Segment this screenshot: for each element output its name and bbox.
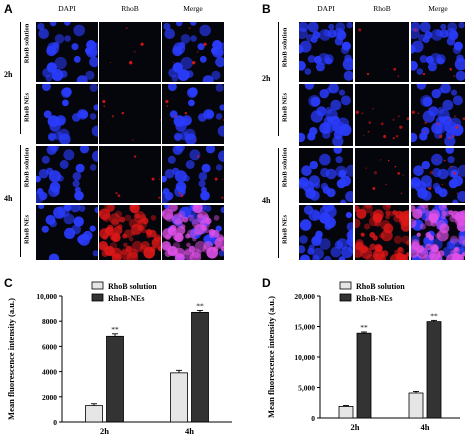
panel-a-row-label-nes-4h: RhoB NEs [23, 214, 31, 244]
chart-d-xtick-label-0: 2h [351, 422, 360, 432]
panel-a-image-r2-merge [162, 84, 224, 144]
panel-a-time-4h: 4h [4, 194, 13, 203]
chart-d-significance-0: ** [360, 323, 368, 332]
chart-d-legend-swatch-0 [339, 281, 352, 290]
chart-d-ylabel: Mean fluorescence intensity (a.u.) [266, 296, 276, 418]
panel-a-image-r2-rhob [99, 84, 161, 144]
panel-b-image-r1-dapi [299, 22, 353, 82]
chart-c-xtick-label-1: 4h [185, 426, 194, 436]
panel-b-image-r1-rhob [355, 22, 409, 82]
chart-d-bar-rhob-nes-4h [426, 321, 442, 419]
bar-chart-d: Mean fluorescence intensity (a.u.) 0 5,000… [262, 272, 474, 442]
chart-c-significance-1: ** [196, 301, 204, 310]
panel-b-time-4h: 4h [262, 196, 271, 205]
chart-d-ytick-label-1: 5,000 [298, 384, 315, 393]
panel-b-col-dapi: DAPI [317, 4, 335, 13]
panel-a-image-r4-dapi [36, 205, 98, 260]
chart-c-legend-swatch-0 [91, 281, 104, 290]
panel-b-row-label-nes-4h: RhoB NEs [281, 214, 289, 244]
panel-b-image-r3-merge [411, 148, 465, 203]
panel-b-image-r3-rhob [355, 148, 409, 203]
chart-c-bar-rhob-nes-2h [106, 335, 124, 423]
chart-d-ytick-label-4: 20,000 [294, 292, 315, 301]
panel-b-image-r3-dapi [299, 148, 353, 203]
chart-d-ytick-label-3: 15,000 [294, 323, 315, 332]
panel-b-col-merge: Merge [428, 4, 448, 13]
panel-a-image-r4-rhob [99, 205, 161, 260]
chart-c-bar-rhob-nes-4h [191, 311, 209, 423]
panel-a-bracket-4h [20, 145, 21, 257]
chart-d-ytick-label-0: 0 [311, 414, 315, 423]
panel-b-image-r4-dapi [299, 205, 353, 260]
chart-d-xtick-label-1: 4h [421, 422, 430, 432]
panel-a-image-r1-rhob [99, 22, 161, 82]
panel-a-time-2h: 2h [4, 70, 13, 79]
chart-d-legend-label-1: RhoB-NEs [356, 294, 392, 303]
panel-b-image-r2-rhob [355, 84, 409, 146]
panel-b-image-r1-merge [411, 22, 465, 82]
chart-d-significance-1: ** [430, 311, 438, 320]
panel-a-image-r3-dapi [36, 146, 98, 203]
panel-a-bracket-2h [20, 22, 21, 134]
chart-c-legend-label-1: RhoB-NEs [108, 294, 144, 303]
chart-c-bar-rhob-solution-4h [170, 372, 188, 423]
panel-b-col-rhob: RhoB [373, 4, 391, 13]
chart-d-bar-rhob-nes-2h [356, 332, 372, 419]
panel-a-row-label-nes-2h: RhoB NEs [23, 92, 31, 122]
panel-letter-b: B [262, 2, 271, 16]
chart-c-ytick-label-2: 4000 [42, 368, 57, 377]
chart-c-ytick-label-3: 6000 [42, 342, 57, 351]
panel-b-bracket-4h [278, 148, 279, 258]
chart-d-legend-swatch-1 [339, 293, 352, 302]
panel-b-image-r4-rhob [355, 205, 409, 260]
chart-d-bar-rhob-solution-4h [408, 392, 424, 419]
panel-letter-d: D [262, 276, 271, 290]
panel-b-row-label-solution-4h: RhoB solution [281, 147, 289, 188]
chart-d-bar-rhob-solution-2h [338, 406, 354, 419]
panel-b-image-r4-merge [411, 205, 465, 260]
chart-c-ytick-label-5: 10,000 [36, 292, 57, 301]
panel-letter-c: C [4, 276, 13, 290]
panel-a-image-r1-dapi [36, 22, 98, 82]
chart-c-ytick-label-0: 0 [53, 418, 57, 427]
panel-a-col-merge: Merge [183, 4, 203, 13]
panel-a-image-r4-merge [162, 205, 224, 260]
panel-letter-a: A [4, 2, 13, 16]
chart-c-ytick-label-1: 2000 [42, 393, 57, 402]
chart-c-ylabel: Mean fluorescence intensity (a.u.) [6, 298, 16, 420]
chart-d-ytick-label-2: 10,000 [294, 353, 315, 362]
chart-c-xtick-label-0: 2h [100, 426, 109, 436]
panel-a-image-r1-merge [162, 22, 224, 82]
panel-b-bracket-2h [278, 22, 279, 136]
chart-c-significance-0: ** [111, 325, 119, 334]
panel-a-image-r2-dapi [36, 84, 98, 144]
chart-c-bar-rhob-solution-2h [85, 405, 103, 423]
chart-c-legend-label-0: RhoB solution [108, 282, 157, 291]
panel-a-row-label-solution-4h: RhoB solution [23, 147, 31, 188]
panel-a-col-dapi: DAPI [58, 4, 76, 13]
panel-b-image-r2-merge [411, 84, 465, 146]
panel-a-image-r3-merge [162, 146, 224, 203]
panel-a-image-r3-rhob [99, 146, 161, 203]
panel-a-col-rhob: RhoB [121, 4, 139, 13]
bar-chart-d-svg: Mean fluorescence intensity (a.u.) 0 5,000… [266, 281, 460, 432]
chart-c-ytick-label-4: 8000 [42, 317, 57, 326]
panel-b-row-label-nes-2h: RhoB NEs [281, 92, 289, 122]
panel-b-time-2h: 2h [262, 74, 271, 83]
bar-chart-c-svg: Mean fluorescence intensity (a.u.) 0 2000 4… [6, 281, 232, 436]
panel-a-row-label-solution-2h: RhoB solution [23, 23, 31, 64]
chart-c-legend-swatch-1 [91, 293, 104, 302]
panel-b-image-r2-dapi [299, 84, 353, 146]
chart-d-legend-label-0: RhoB solution [356, 282, 405, 291]
bar-chart-c: Mean fluorescence intensity (a.u.) 0 2000 4… [0, 272, 262, 442]
panel-b-row-label-solution-2h: RhoB solution [281, 27, 289, 68]
